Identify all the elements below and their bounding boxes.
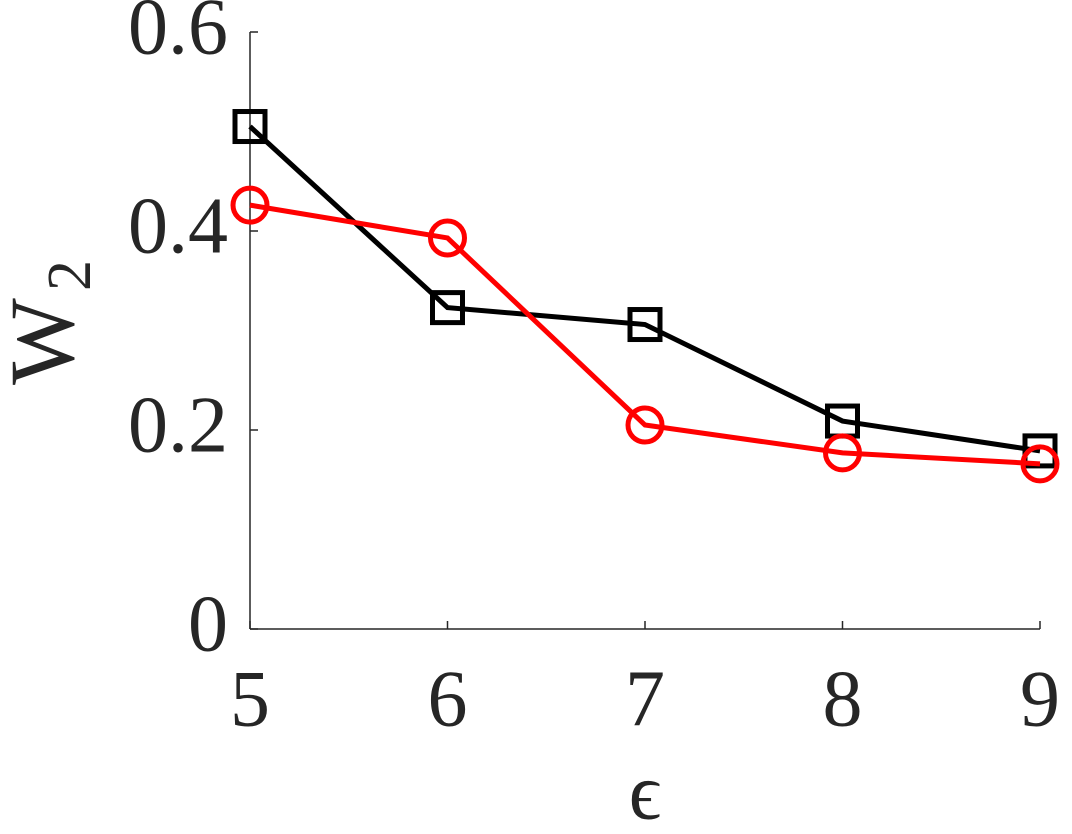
series-line [249,202,1041,467]
x-tick-label: 7 [625,655,665,743]
y-label-subscript: 2 [36,260,104,291]
marker [823,433,862,473]
marker [232,109,268,145]
marker [625,405,665,445]
x-label: ϵ [629,748,661,834]
y-tick-label: 0.4 [128,182,228,270]
marker [428,218,467,258]
x-tick-label: 8 [823,655,863,743]
marker [1022,433,1058,469]
marker [430,290,465,326]
y-tick-label: 0.2 [128,381,228,469]
x-tick-label: 9 [1020,655,1060,743]
marker [230,185,270,225]
x-tick-label: 5 [230,655,270,743]
series-line [248,124,1041,454]
y-label-group: W 2 [0,260,104,385]
y-tick-label: 0 [188,580,228,668]
marker [627,307,663,343]
y-tick-label: 0.6 [128,0,228,71]
marker [1020,444,1060,484]
x-tick-label: 6 [428,655,468,743]
y-label: W [0,298,93,385]
